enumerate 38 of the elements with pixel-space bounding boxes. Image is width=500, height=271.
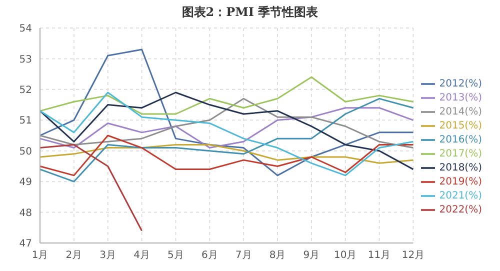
line-series xyxy=(39,134,414,176)
x-tick-label: 8月 xyxy=(269,250,286,262)
legend-label: 2022(%) xyxy=(439,204,482,216)
legend-label: 2018(%) xyxy=(439,162,482,174)
y-tick-label: 52 xyxy=(19,84,32,96)
x-tick-label: 9月 xyxy=(303,250,320,262)
legend-label: 2021(%) xyxy=(439,190,482,202)
legend-label: 2013(%) xyxy=(439,92,482,104)
x-tick-label: 12月 xyxy=(402,250,425,262)
line-series xyxy=(39,107,414,149)
line-series xyxy=(39,48,414,176)
legend-label: 2012(%) xyxy=(439,78,482,90)
y-tick-label: 49 xyxy=(19,177,32,188)
chart-title: 图表2：PMI 季节性图表 xyxy=(180,4,320,21)
x-tick-label: 1月 xyxy=(32,250,48,262)
x-tick-label: 10月 xyxy=(334,250,357,262)
x-tick-label: 4月 xyxy=(134,250,150,262)
x-tick-label: 11月 xyxy=(368,250,391,262)
x-tick-label: 7月 xyxy=(235,250,252,262)
legend-label: 2015(%) xyxy=(439,120,482,132)
legend-label: 2014(%) xyxy=(439,106,482,118)
line-series xyxy=(39,98,414,149)
x-tick-label: 5月 xyxy=(168,250,184,262)
y-tick-label: 51 xyxy=(19,116,32,127)
line-series xyxy=(39,144,414,164)
y-tick-label: 47 xyxy=(19,238,32,250)
legend-label: 2017(%) xyxy=(439,148,482,160)
y-tick-label: 53 xyxy=(19,54,32,66)
line-series xyxy=(39,144,143,232)
legend-label: 2016(%) xyxy=(439,134,482,146)
x-tick-label: 3月 xyxy=(100,250,116,262)
y-tick-label: 54 xyxy=(19,24,32,35)
y-tick-label: 50 xyxy=(19,146,32,158)
x-tick-label: 2月 xyxy=(66,250,82,262)
legend-label: 2019(%) xyxy=(439,176,482,188)
line-series xyxy=(39,76,414,115)
x-tick-label: 6月 xyxy=(201,250,218,262)
y-tick-label: 48 xyxy=(19,208,32,219)
